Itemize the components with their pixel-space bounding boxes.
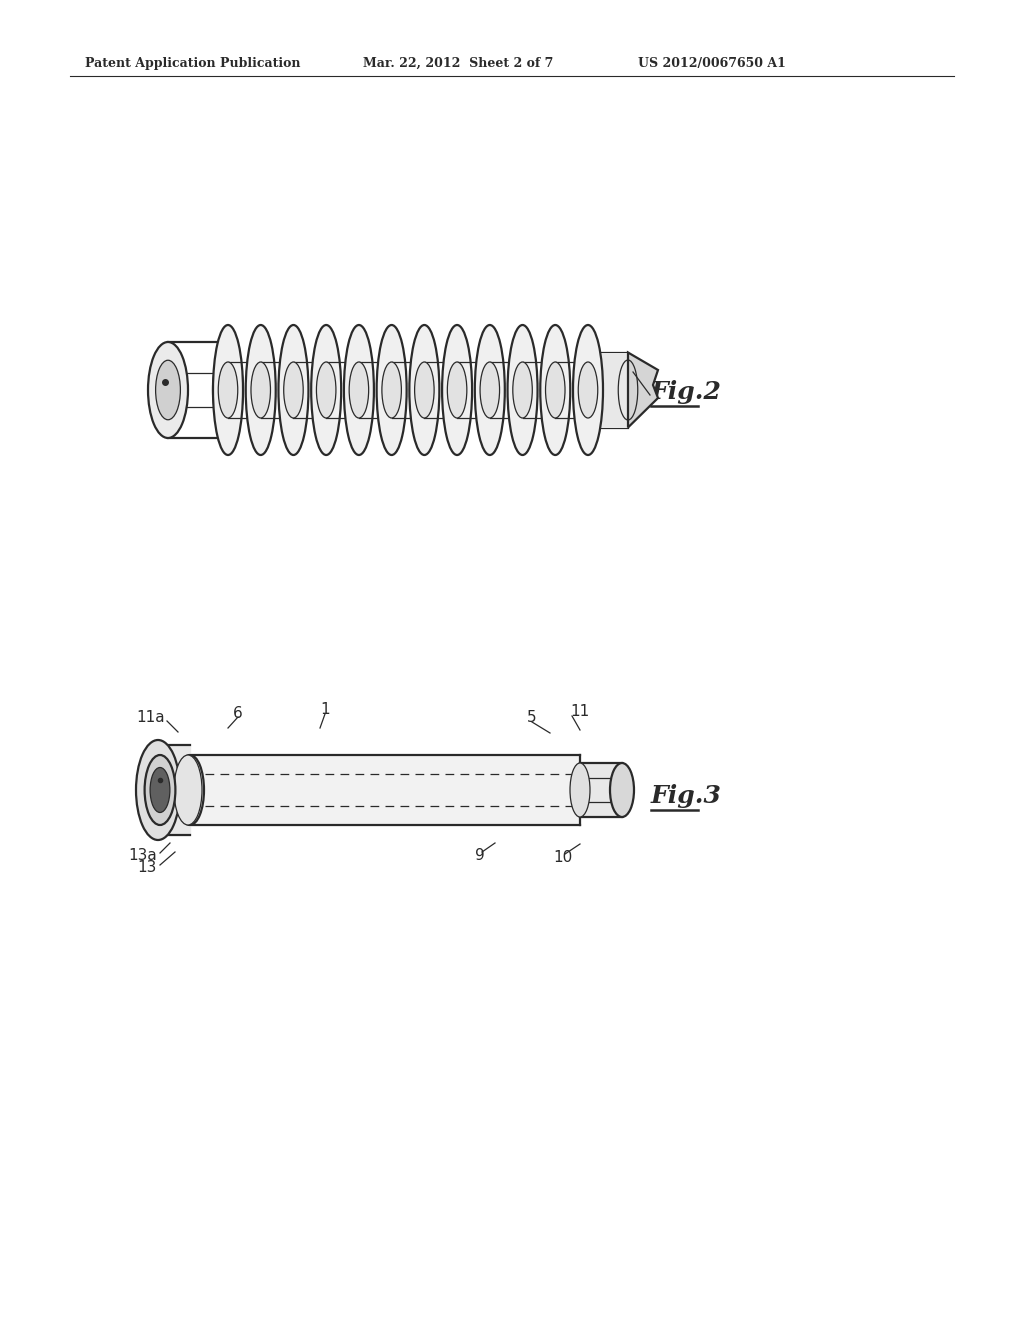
Text: 13a: 13a xyxy=(128,849,157,863)
Ellipse shape xyxy=(447,362,467,418)
Ellipse shape xyxy=(156,360,180,420)
Ellipse shape xyxy=(508,325,538,455)
Text: Fig.3: Fig.3 xyxy=(651,784,722,808)
Ellipse shape xyxy=(136,741,180,840)
Ellipse shape xyxy=(213,347,243,432)
Ellipse shape xyxy=(344,325,374,455)
Ellipse shape xyxy=(311,325,341,455)
Polygon shape xyxy=(588,352,628,428)
Ellipse shape xyxy=(513,362,532,418)
Ellipse shape xyxy=(541,325,570,455)
Ellipse shape xyxy=(279,325,308,455)
Ellipse shape xyxy=(546,362,565,418)
Text: 13: 13 xyxy=(137,861,157,875)
Ellipse shape xyxy=(176,755,204,825)
Text: 5: 5 xyxy=(527,710,537,726)
Text: 6: 6 xyxy=(233,705,243,721)
Text: 11a: 11a xyxy=(136,710,165,726)
Ellipse shape xyxy=(151,767,170,813)
Text: 9: 9 xyxy=(475,849,485,863)
Ellipse shape xyxy=(251,362,270,418)
Ellipse shape xyxy=(573,325,603,455)
Text: Fig.2: Fig.2 xyxy=(651,380,722,404)
Ellipse shape xyxy=(442,325,472,455)
Ellipse shape xyxy=(213,325,243,455)
Ellipse shape xyxy=(579,362,598,418)
Text: Patent Application Publication: Patent Application Publication xyxy=(85,57,300,70)
Ellipse shape xyxy=(577,352,599,428)
Ellipse shape xyxy=(475,325,505,455)
Text: 11: 11 xyxy=(570,705,589,719)
Ellipse shape xyxy=(148,342,188,438)
Ellipse shape xyxy=(570,763,590,817)
Text: Mar. 22, 2012  Sheet 2 of 7: Mar. 22, 2012 Sheet 2 of 7 xyxy=(362,57,553,70)
Ellipse shape xyxy=(174,755,202,825)
Ellipse shape xyxy=(144,755,175,825)
Ellipse shape xyxy=(218,362,238,418)
Ellipse shape xyxy=(610,763,634,817)
Text: 10: 10 xyxy=(553,850,572,866)
Ellipse shape xyxy=(415,362,434,418)
Ellipse shape xyxy=(410,325,439,455)
Ellipse shape xyxy=(377,325,407,455)
Ellipse shape xyxy=(349,362,369,418)
Ellipse shape xyxy=(382,362,401,418)
Ellipse shape xyxy=(316,362,336,418)
Text: US 2012/0067650 A1: US 2012/0067650 A1 xyxy=(638,57,785,70)
Text: 1: 1 xyxy=(321,702,330,718)
Ellipse shape xyxy=(246,325,275,455)
Ellipse shape xyxy=(480,362,500,418)
Ellipse shape xyxy=(284,362,303,418)
Polygon shape xyxy=(628,352,658,428)
